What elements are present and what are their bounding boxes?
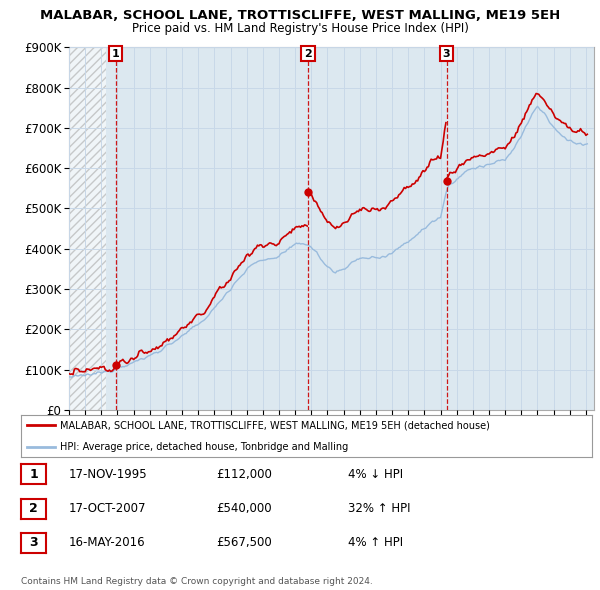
Text: Price paid vs. HM Land Registry's House Price Index (HPI): Price paid vs. HM Land Registry's House … <box>131 22 469 35</box>
Text: 17-OCT-2007: 17-OCT-2007 <box>69 502 146 515</box>
Text: 3: 3 <box>29 536 38 549</box>
Text: Contains HM Land Registry data © Crown copyright and database right 2024.: Contains HM Land Registry data © Crown c… <box>21 577 373 586</box>
Text: £112,000: £112,000 <box>216 468 272 481</box>
Text: HPI: Average price, detached house, Tonbridge and Malling: HPI: Average price, detached house, Tonb… <box>60 442 348 451</box>
Text: MALABAR, SCHOOL LANE, TROTTISCLIFFE, WEST MALLING, ME19 5EH: MALABAR, SCHOOL LANE, TROTTISCLIFFE, WES… <box>40 9 560 22</box>
Bar <box>69 47 106 410</box>
Text: 16-MAY-2016: 16-MAY-2016 <box>69 536 146 549</box>
Text: 2: 2 <box>304 48 312 58</box>
Text: 2: 2 <box>29 502 38 515</box>
Text: 4% ↓ HPI: 4% ↓ HPI <box>348 468 403 481</box>
Text: 3: 3 <box>443 48 451 58</box>
Text: 32% ↑ HPI: 32% ↑ HPI <box>348 502 410 515</box>
Text: 1: 1 <box>112 48 119 58</box>
Text: £540,000: £540,000 <box>216 502 272 515</box>
Text: MALABAR, SCHOOL LANE, TROTTISCLIFFE, WEST MALLING, ME19 5EH (detached house): MALABAR, SCHOOL LANE, TROTTISCLIFFE, WES… <box>60 421 490 430</box>
Text: 1: 1 <box>29 468 38 481</box>
Text: 4% ↑ HPI: 4% ↑ HPI <box>348 536 403 549</box>
Text: £567,500: £567,500 <box>216 536 272 549</box>
Text: 17-NOV-1995: 17-NOV-1995 <box>69 468 148 481</box>
